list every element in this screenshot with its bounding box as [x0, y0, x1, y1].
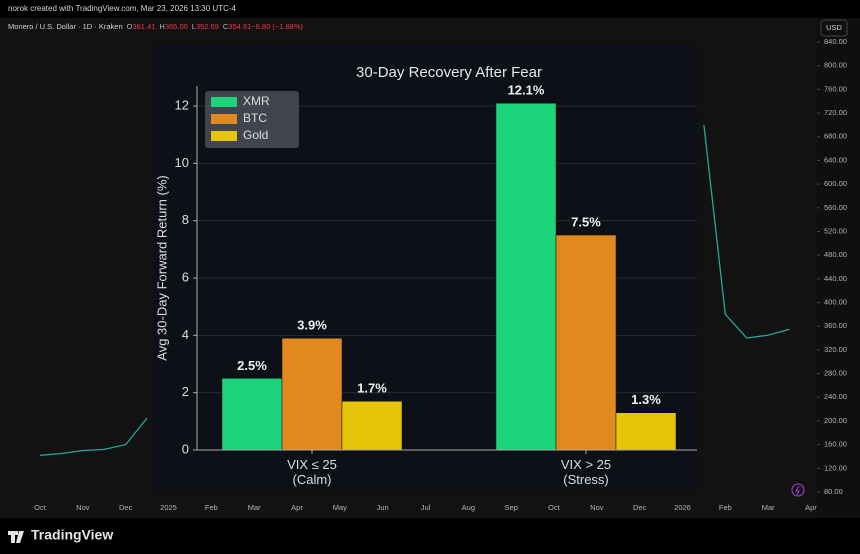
price-label: 600.00: [824, 179, 847, 188]
time-label: Mar: [248, 503, 261, 512]
ohlc-value: 361.41: [132, 22, 155, 31]
price-label: 480.00: [824, 250, 847, 259]
value-label: 1.3%: [631, 392, 661, 407]
price-label: 320.00: [824, 345, 847, 354]
time-label: Apr: [291, 503, 303, 512]
bar: [495, 102, 557, 451]
alert-icon[interactable]: [791, 483, 805, 497]
symbol-name: Monero / U.S. Dollar · 1D · Kraken: [8, 22, 123, 31]
price-label: 640.00: [824, 155, 847, 164]
value-label: 3.9%: [297, 318, 327, 333]
x-tick-label: VIX ≤ 25 (Calm): [287, 457, 337, 487]
y-tick-label: 6: [182, 269, 189, 284]
time-label: Mar: [762, 503, 775, 512]
time-label: 2026: [674, 503, 691, 512]
legend-label: Gold: [243, 128, 268, 142]
legend-swatch: [211, 97, 237, 107]
time-label: Aug: [462, 503, 475, 512]
time-label: Nov: [590, 503, 604, 512]
price-label: 440.00: [824, 274, 847, 283]
bar: [221, 378, 283, 451]
price-label: 240.00: [824, 392, 847, 401]
price-label: 720.00: [824, 108, 847, 117]
legend-swatch: [211, 114, 237, 124]
currency[interactable]: USD: [826, 23, 842, 32]
bar: [341, 401, 403, 451]
price-label: 520.00: [824, 226, 847, 235]
time-label: May: [333, 503, 347, 512]
price-label: 680.00: [824, 132, 847, 141]
top-bar: [0, 0, 860, 18]
y-tick-label: 8: [182, 212, 189, 227]
bar: [281, 337, 343, 451]
time-label: Oct: [34, 503, 47, 512]
y-tick-label: 4: [182, 327, 189, 342]
y-tick-label: 0: [182, 441, 189, 456]
time-label: Apr: [805, 503, 817, 512]
price-label: 840.00: [824, 37, 847, 46]
price-label: 400.00: [824, 298, 847, 307]
time-label: Jul: [421, 503, 431, 512]
y-tick-label: 2: [182, 384, 189, 399]
value-label: 12.1%: [508, 83, 545, 98]
time-label: Nov: [76, 503, 90, 512]
ohlc-value: 352.69: [196, 22, 219, 31]
bar: [615, 412, 677, 451]
ohlc-key: H: [159, 22, 164, 31]
time-label: Sep: [504, 503, 517, 512]
alert-bolt: [795, 485, 800, 496]
y-tick-label: 12: [175, 98, 189, 113]
y-axis-label: Avg 30-Day Forward Return (%): [154, 175, 169, 360]
bar: [555, 234, 617, 451]
ohlc-key: C: [223, 22, 229, 31]
legend-swatch: [211, 131, 237, 141]
price-line: [39, 124, 790, 456]
price-label: 120.00: [824, 463, 847, 472]
brand-logo: [8, 531, 24, 543]
bottom-bar: [0, 518, 860, 554]
price-label: 560.00: [824, 203, 847, 212]
price-label: 160.00: [824, 440, 847, 449]
value-label: 7.5%: [571, 214, 601, 229]
legend-label: XMR: [243, 94, 270, 108]
time-label: Jun: [377, 503, 389, 512]
price-label: 760.00: [824, 84, 847, 93]
time-label: Feb: [719, 503, 732, 512]
price-label: 280.00: [824, 369, 847, 378]
value-label: 1.7%: [357, 381, 387, 396]
price-label: 200.00: [824, 416, 847, 425]
ohlc-key: O: [127, 22, 133, 31]
value-label: 2.5%: [237, 358, 267, 373]
symbol: Monero / U.S. Dollar · 1D · Kraken O361.4…: [8, 22, 304, 31]
price-label: 80.00: [824, 487, 843, 496]
ohlc-value: −6.80 (−1.88%): [251, 22, 303, 31]
time-label: Dec: [119, 503, 133, 512]
ohlc-value: 354.61: [228, 22, 251, 31]
brand: TradingView: [31, 527, 113, 543]
x-tick-label: VIX > 25 (Stress): [560, 457, 612, 487]
ohlc-key: L: [192, 22, 196, 31]
time-label: Feb: [205, 503, 218, 512]
time-label: Dec: [633, 503, 647, 512]
price-label: 800.00: [824, 61, 847, 70]
ohlc-value: 365.00: [165, 22, 188, 31]
time-label: Oct: [548, 503, 561, 512]
price-label: 360.00: [824, 321, 847, 330]
currency-button[interactable]: [820, 19, 848, 37]
time-label: 2025: [160, 503, 177, 512]
y-tick-label: 10: [175, 155, 189, 170]
credit: norok created with TradingView.com, Mar …: [8, 4, 237, 13]
legend-label: BTC: [243, 111, 267, 125]
chart-title: 30-Day Recovery After Fear: [356, 64, 542, 81]
